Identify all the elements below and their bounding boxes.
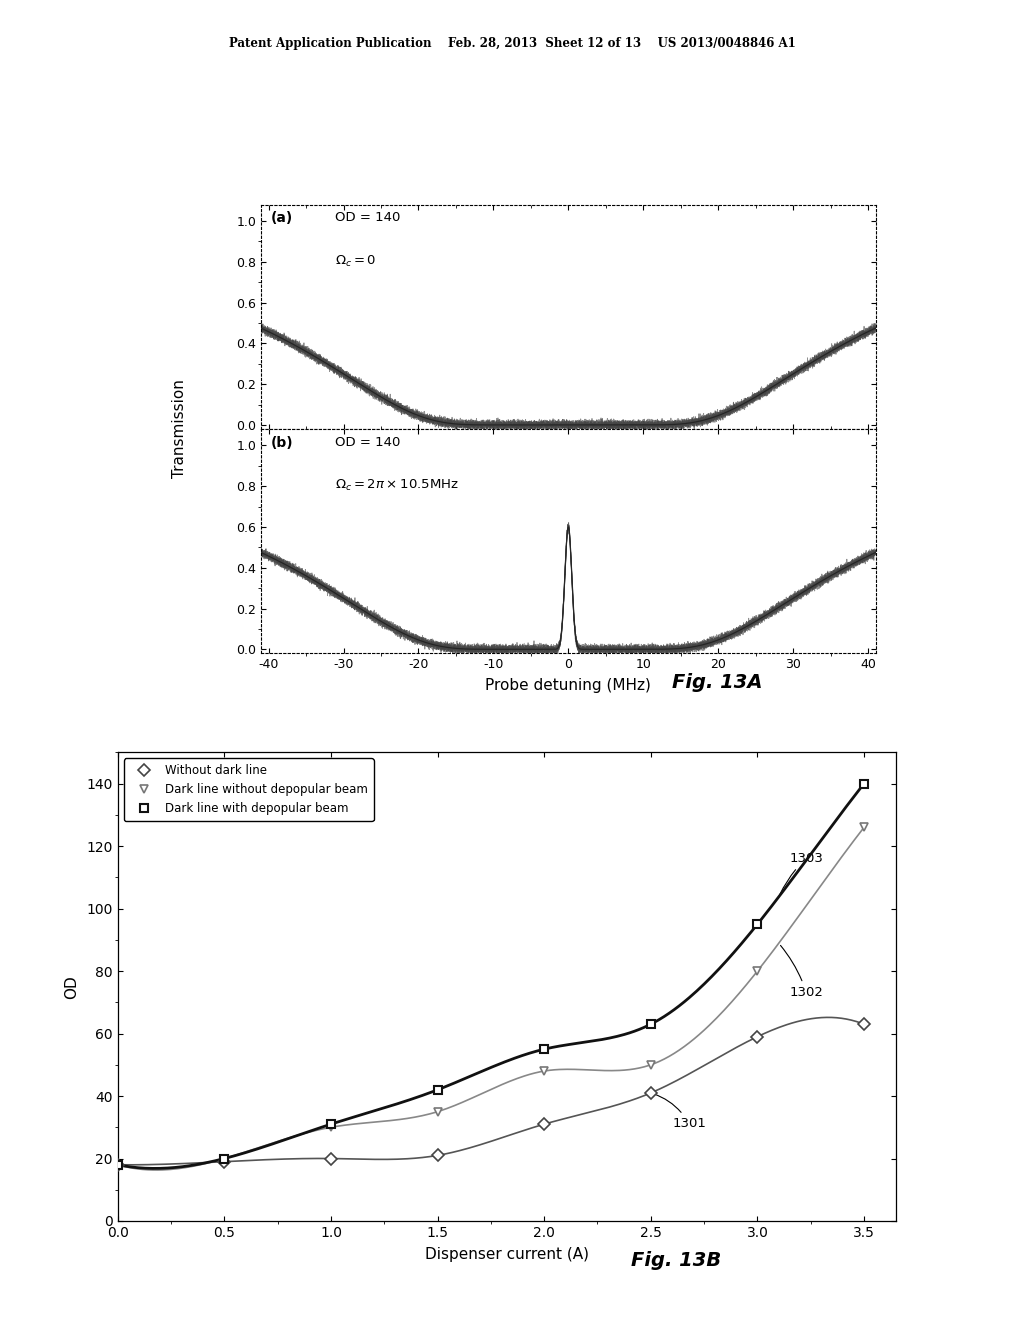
Y-axis label: OD: OD <box>65 975 80 998</box>
Without dark line <box>112 1156 124 1172</box>
Text: Fig. 13A: Fig. 13A <box>672 673 762 692</box>
Dark line with depopular beam <box>431 1082 443 1098</box>
Dark line without depopular beam <box>112 1156 124 1172</box>
X-axis label: Dispenser current (A): Dispenser current (A) <box>425 1247 589 1262</box>
Dark line with depopular beam <box>752 916 764 932</box>
Text: Fig. 13B: Fig. 13B <box>631 1251 721 1270</box>
Dark line without depopular beam <box>538 1063 550 1078</box>
Dark line with depopular beam <box>325 1117 337 1133</box>
Text: OD = 140: OD = 140 <box>335 211 400 224</box>
Dark line with depopular beam <box>858 776 870 792</box>
Without dark line <box>645 1085 657 1101</box>
Without dark line <box>752 1028 764 1044</box>
Dark line with depopular beam <box>645 1016 657 1032</box>
Without dark line <box>218 1154 230 1170</box>
Text: $\Omega_c = 0$: $\Omega_c = 0$ <box>335 253 376 269</box>
Text: Transmission: Transmission <box>172 380 186 478</box>
Dark line without depopular beam <box>645 1057 657 1073</box>
Dark line with depopular beam <box>218 1151 230 1167</box>
Dark line without depopular beam <box>325 1119 337 1135</box>
Text: 1302: 1302 <box>780 945 823 999</box>
Text: $\Omega_c = 2\pi\times10.5$MHz: $\Omega_c = 2\pi\times10.5$MHz <box>335 478 459 494</box>
Dark line without depopular beam <box>858 820 870 836</box>
Dark line without depopular beam <box>752 964 764 979</box>
Legend: Without dark line, Dark line without depopular beam, Dark line with depopular be: Without dark line, Dark line without dep… <box>124 758 374 821</box>
Line: Without dark line: Without dark line <box>114 1020 868 1170</box>
Without dark line <box>858 1016 870 1032</box>
Dark line without depopular beam <box>218 1151 230 1167</box>
Without dark line <box>431 1147 443 1163</box>
Without dark line <box>538 1117 550 1133</box>
Line: Dark line with depopular beam: Dark line with depopular beam <box>114 780 868 1170</box>
Text: OD = 140: OD = 140 <box>335 436 400 449</box>
Line: Dark line without depopular beam: Dark line without depopular beam <box>114 824 868 1170</box>
Text: Patent Application Publication    Feb. 28, 2013  Sheet 12 of 13    US 2013/00488: Patent Application Publication Feb. 28, … <box>228 37 796 50</box>
Dark line without depopular beam <box>431 1104 443 1119</box>
Text: (b): (b) <box>270 436 293 450</box>
Text: 1301: 1301 <box>653 1094 706 1130</box>
Text: (a): (a) <box>270 211 293 226</box>
X-axis label: Probe detuning (MHz): Probe detuning (MHz) <box>485 678 651 693</box>
Dark line with depopular beam <box>112 1156 124 1172</box>
Text: 1303: 1303 <box>780 851 823 895</box>
Dark line with depopular beam <box>538 1041 550 1057</box>
Without dark line <box>325 1151 337 1167</box>
